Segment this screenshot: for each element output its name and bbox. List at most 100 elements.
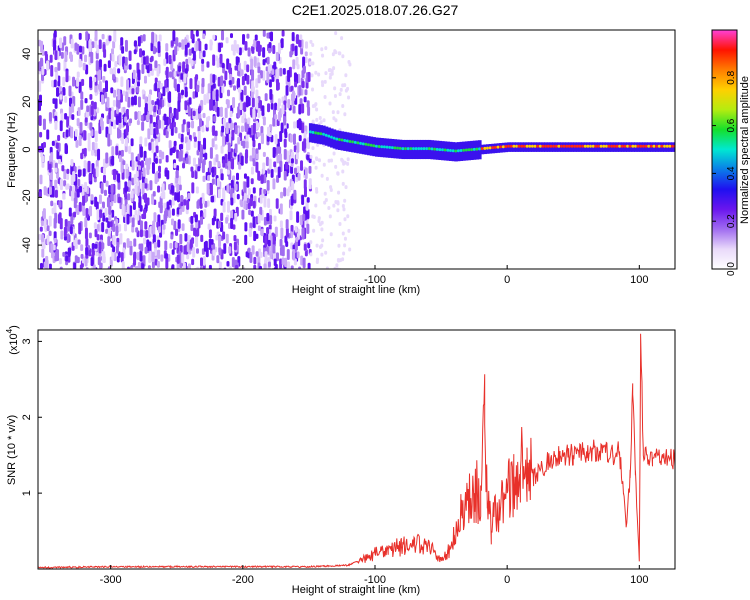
heatmap-noise-cell [113, 30, 117, 43]
heatmap-noise-cell [48, 230, 52, 237]
heatmap-noise-cell [122, 90, 126, 96]
heatmap-noise-cell [341, 204, 345, 209]
heatmap-noise-cell [163, 213, 167, 224]
heatmap-noise-cell [39, 262, 43, 269]
heatmap-noise-cell [196, 150, 200, 156]
heatmap-noise-cell [100, 182, 104, 194]
heatmap-noise-cell [63, 36, 67, 46]
heatmap-noise-cell [148, 142, 152, 151]
heatmap-noise-cell [314, 203, 318, 208]
heatmap-noise-cell [179, 233, 183, 245]
heatmap-noise-cell [166, 170, 170, 180]
heatmap-noise-cell [59, 266, 63, 269]
heatmap-noise-cell [148, 103, 152, 115]
heatmap-noise-cell [279, 67, 283, 77]
heatmap-noise-cell [73, 197, 77, 209]
heatmap-noise-cell [50, 200, 54, 207]
heatmap-noise-cell [75, 139, 79, 148]
heatmap-noise-cell [74, 42, 78, 52]
heatmap-noise-cell [39, 174, 43, 185]
heatmap-noise-cell [212, 74, 216, 84]
heatmap-noise-cell [74, 128, 78, 137]
heatmap-noise-cell [87, 132, 91, 141]
heatmap-noise-cell [64, 51, 68, 63]
heatmap-noise-cell [181, 252, 185, 264]
heatmap-noise-cell [132, 69, 136, 79]
heatmap-noise-cell [324, 197, 328, 202]
heatmap-noise-cell [301, 194, 305, 205]
heatmap-noise-cell [95, 166, 99, 178]
heatmap-noise-cell [254, 34, 258, 41]
heatmap-noise-cell [255, 251, 259, 257]
heatmap-noise-cell [318, 158, 322, 163]
heatmap-noise-cell [259, 251, 263, 258]
heatmap-signal-core [311, 130, 315, 134]
heatmap-noise-cell [112, 235, 116, 246]
heatmap-noise-cell [283, 138, 287, 148]
heatmap-noise-cell [333, 94, 337, 99]
heatmap-noise-cell [147, 128, 151, 140]
heatmap-noise-cell [246, 64, 250, 73]
heatmap-noise-cell [141, 182, 145, 195]
heatmap-noise-cell [245, 149, 249, 159]
colorbar-ticks: 0.0 0.2 0.4 0.6 0.8 [712, 70, 737, 276]
heatmap-noise-cell [206, 182, 210, 195]
colorbar-tick-label: 0.4 [726, 166, 737, 180]
heatmap-noise-cell [228, 63, 232, 74]
heatmap-noise-cell [180, 89, 184, 96]
heatmap-noise-cell [341, 103, 345, 108]
heatmap-noise-cell [46, 234, 50, 246]
heatmap-noise-cell [255, 233, 259, 240]
snr-x-axis-label: Height of straight line (km) [292, 584, 420, 596]
heatmap-noise-cell [152, 234, 156, 244]
snr-panel: -300 -200 -100 0 100 1 2 3 Height of straight … [5, 325, 676, 596]
heatmap-noise-cell [202, 255, 206, 266]
heatmap-noise-cell [244, 234, 248, 246]
heatmap-noise-cell [191, 182, 195, 194]
heatmap-noise-cell [209, 39, 213, 51]
heatmap-noise-cell [105, 38, 109, 46]
heatmap-noise-cell [247, 47, 251, 57]
heatmap-noise-cell [141, 263, 145, 269]
colorbar-tick-label: 0.2 [726, 214, 737, 228]
heatmap-noise-cell [259, 265, 263, 269]
heatmap-noise-cell [147, 265, 151, 269]
heatmap-noise-cell [153, 105, 157, 113]
heatmap-noise-cell [137, 153, 141, 161]
heatmap-noise-cell [283, 148, 287, 160]
heatmap-noise-cell [272, 146, 276, 159]
heatmap-noise-cell [202, 50, 206, 58]
heatmap-noise-cell [158, 165, 162, 174]
heatmap-noise-cell [48, 111, 52, 122]
heatmap-noise-cell [262, 58, 266, 66]
heatmap-noise-cell [132, 201, 136, 211]
heatmap-noise-cell [133, 49, 137, 55]
heatmap-noise-cell [176, 190, 180, 203]
heatmap-noise-cell [320, 227, 324, 232]
heatmap-noise-cell [293, 189, 297, 200]
heatmap-noise-cell [274, 166, 278, 173]
heatmap-noise-cell [110, 110, 114, 122]
heatmap-noise-cell [127, 96, 131, 108]
heatmap-noise-cell [215, 154, 219, 163]
heatmap-noise-cell [182, 61, 186, 73]
heatmap-noise-cell [249, 197, 253, 207]
heatmap-noise-cell [135, 170, 139, 178]
heatmap-noise-cell [207, 83, 211, 94]
heatmap-noise-cell [202, 112, 206, 119]
heatmap-noise-cell [154, 158, 158, 164]
heatmap-noise-cell [226, 200, 230, 213]
heatmap-signal-core [335, 137, 339, 141]
heatmap-noise-cell [98, 194, 102, 204]
heatmap-noise-cell [199, 144, 203, 154]
heatmap-noise-cell [172, 30, 176, 42]
heatmap-noise-cell [346, 86, 350, 91]
heatmap-noise-cell [158, 149, 162, 158]
heatmap-noise-cell [129, 87, 133, 95]
heatmap-y-axis-label: Frequency (Hz) [6, 112, 18, 188]
heatmap-noise-cell [71, 190, 75, 202]
heatmap-noise-cell [308, 178, 312, 190]
heatmap-noise-cell [212, 54, 216, 66]
heatmap-noise-cell [117, 196, 121, 204]
heatmap-noise-cell [277, 42, 281, 55]
